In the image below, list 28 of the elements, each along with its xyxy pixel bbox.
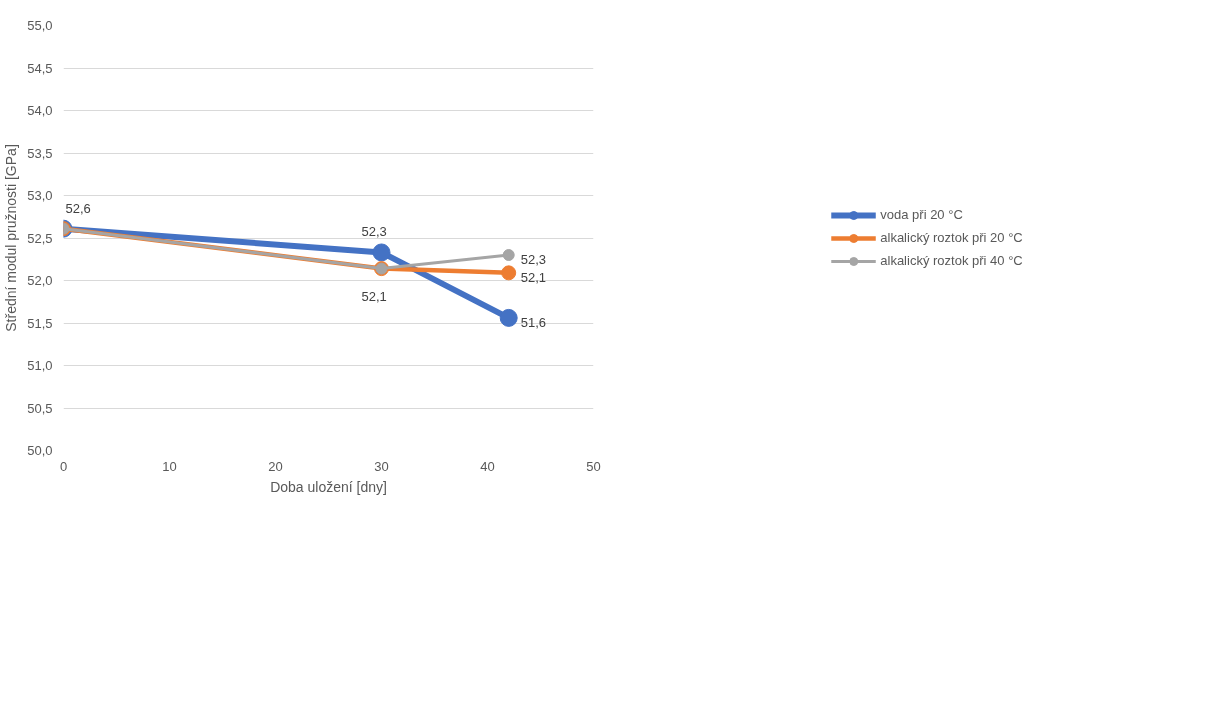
data-label: 52,1 bbox=[520, 269, 547, 285]
y-tick-label: 53,5 bbox=[27, 145, 53, 161]
x-tick-label: 20 bbox=[268, 458, 283, 474]
y-axis-title: Střední modul pružnosti [GPa] bbox=[3, 144, 20, 332]
legend-label: alkalický roztok při 20 °C bbox=[880, 230, 1023, 245]
data-label: 51,6 bbox=[520, 314, 547, 330]
y-tick-label: 53,0 bbox=[27, 188, 53, 203]
x-axis-title: Doba uložení [dny] bbox=[270, 478, 387, 495]
data-label: 52,1 bbox=[361, 288, 387, 304]
y-tick-label: 50,0 bbox=[27, 443, 53, 458]
x-tick-label: 10 bbox=[162, 458, 177, 474]
y-tick-label: 52,5 bbox=[27, 230, 53, 246]
x-tick-label: 40 bbox=[480, 458, 495, 474]
legend-label: voda při 20 °C bbox=[880, 207, 963, 222]
data-label: 52,6 bbox=[65, 200, 91, 216]
x-tick-label: 0 bbox=[59, 458, 68, 474]
y-tick-label: 55,0 bbox=[27, 18, 53, 33]
y-tick-label: 51,0 bbox=[27, 358, 53, 373]
y-tick-label: 50,5 bbox=[27, 400, 53, 416]
x-tick-label: 50 bbox=[586, 458, 601, 474]
y-tick-label: 54,5 bbox=[27, 60, 53, 76]
x-tick-label: 30 bbox=[374, 458, 389, 474]
data-label: 52,3 bbox=[361, 224, 387, 240]
data-label: 52,3 bbox=[520, 252, 547, 267]
y-tick-label: 52,0 bbox=[27, 273, 53, 288]
y-tick-label: 54,0 bbox=[27, 103, 53, 118]
y-tick-label: 51,5 bbox=[27, 315, 53, 331]
legend-label: alkalický roztok při 40 °C bbox=[880, 253, 1023, 268]
